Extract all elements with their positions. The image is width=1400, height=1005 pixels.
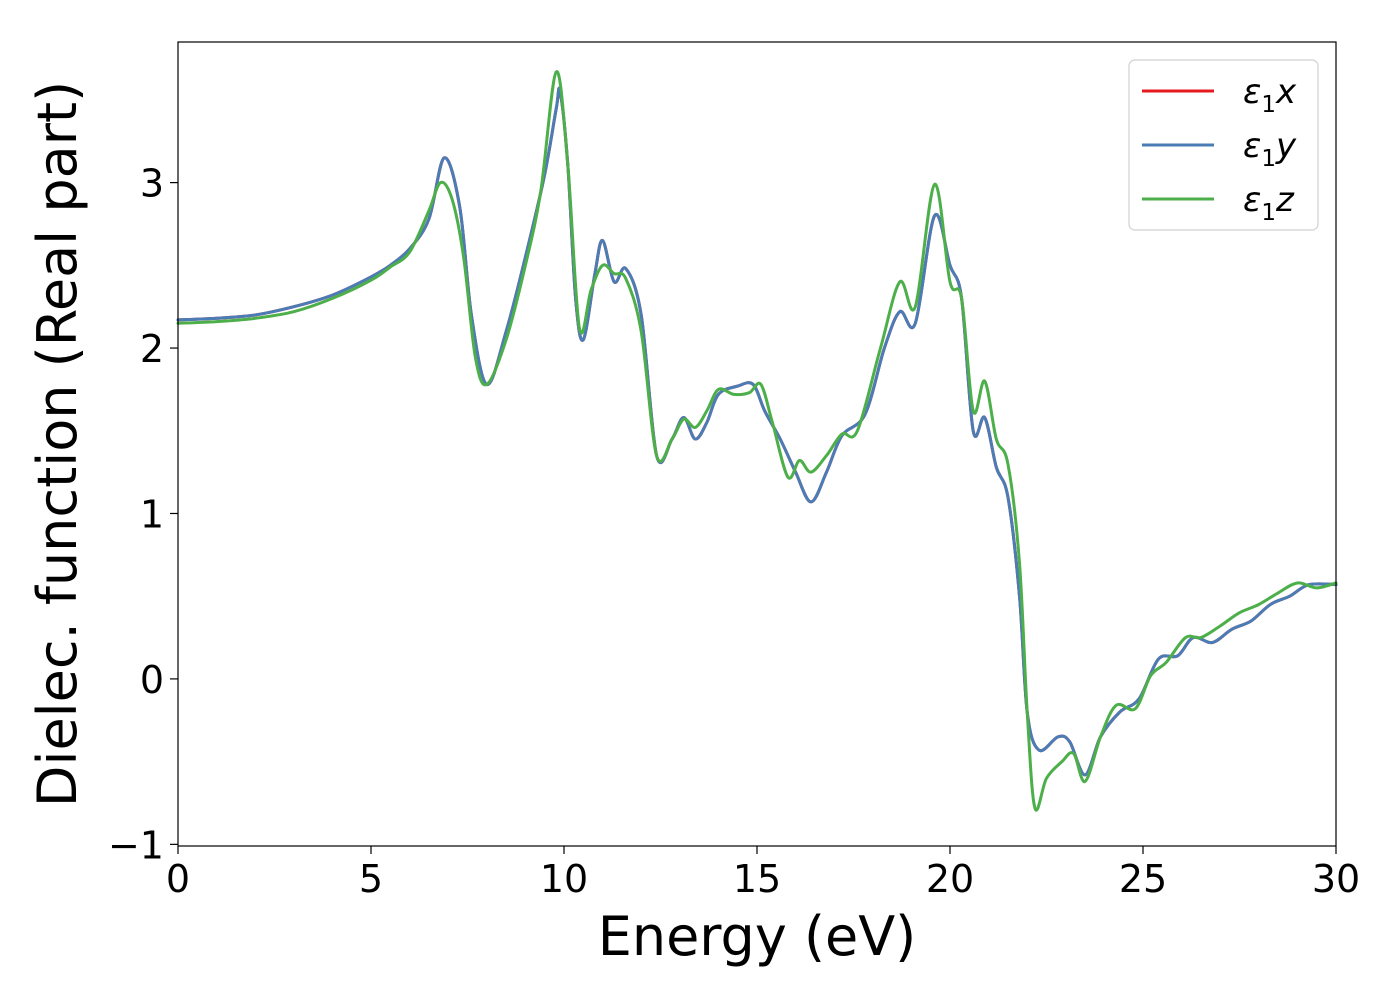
legend-items: ε1x ε1y ε1z xyxy=(1142,72,1297,226)
x-tick-label: 10 xyxy=(540,857,588,901)
x-tick-label: 20 xyxy=(926,857,974,901)
y-tick-label: 3 xyxy=(140,162,164,206)
y-tick-label: 1 xyxy=(140,492,164,536)
series-layer xyxy=(176,70,1338,812)
y-tick-label: −1 xyxy=(108,823,164,867)
y-axis-label: Dielec. function (Real part) xyxy=(26,81,89,807)
legend-label-1: ε1x xyxy=(1243,72,1297,118)
y-tick-label: 0 xyxy=(140,658,164,702)
x-tick-label: 25 xyxy=(1119,857,1167,901)
legend: ε1x ε1y ε1z xyxy=(1128,59,1319,231)
y-ticks: −1 0 1 2 3 xyxy=(108,162,178,867)
legend-label-3: ε1z xyxy=(1243,180,1295,226)
legend-box xyxy=(1128,59,1319,231)
x-ticks: 0 5 10 15 20 25 30 xyxy=(166,846,1360,901)
x-tick-label: 15 xyxy=(733,857,781,901)
series-line-3 xyxy=(176,70,1338,812)
x-tick-label: 0 xyxy=(166,857,190,901)
x-axis-label: Energy (eV) xyxy=(598,905,917,968)
x-tick-label: 5 xyxy=(359,857,383,901)
x-tick-label: 30 xyxy=(1312,857,1360,901)
legend-label-2: ε1y xyxy=(1243,126,1297,172)
y-tick-label: 2 xyxy=(140,327,164,371)
